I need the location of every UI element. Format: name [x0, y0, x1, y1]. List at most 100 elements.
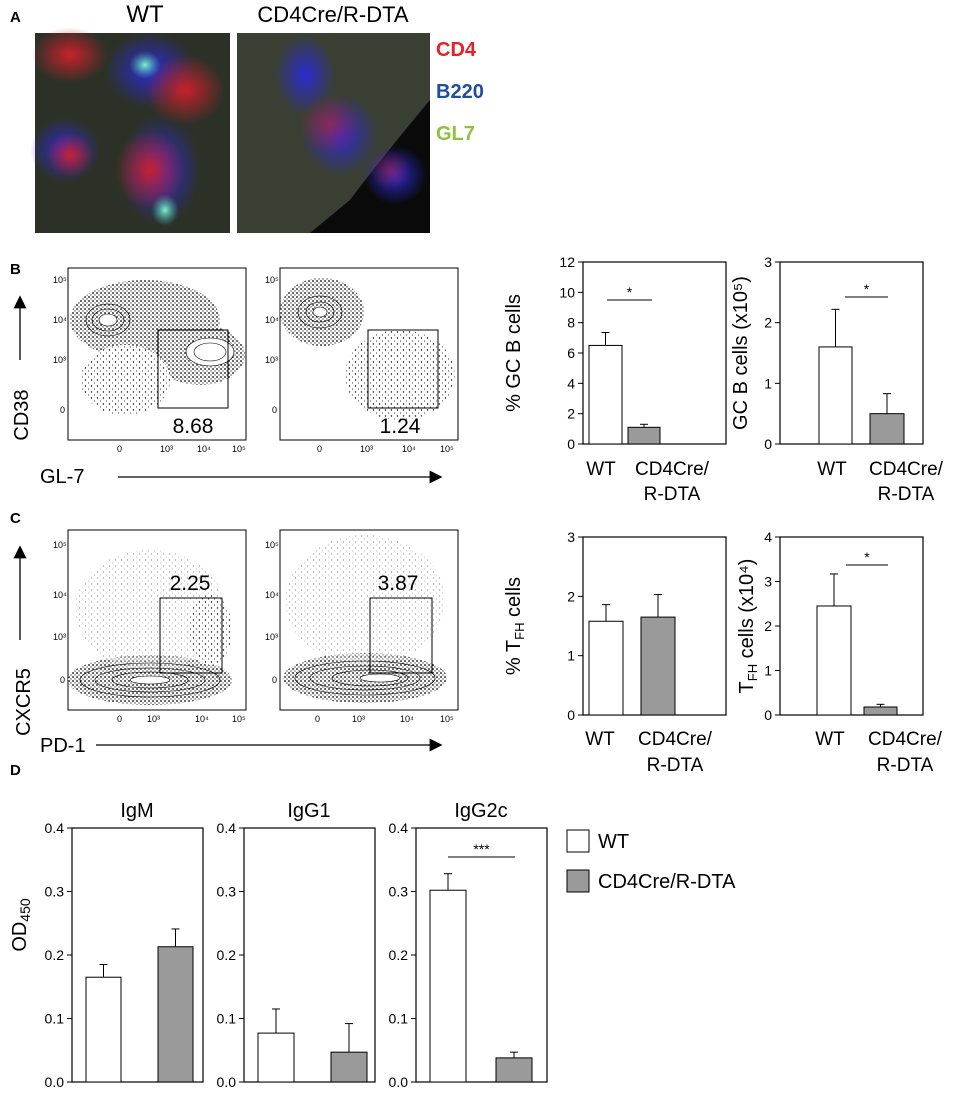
bar-wt: [588, 344, 623, 445]
y-tick-label: 1: [764, 375, 772, 391]
y-tick-label: 0.2: [217, 947, 237, 963]
category-label: WT: [817, 459, 847, 480]
bar-ko: [495, 1057, 533, 1083]
category-label: R-DTA: [877, 755, 934, 776]
micrograph-ko: [237, 33, 430, 233]
bar-wt: [85, 976, 122, 1083]
gate-b-wt: [157, 329, 229, 409]
y-tick-label: 6: [567, 345, 575, 361]
category-label: R-DTA: [644, 484, 701, 505]
gate-b-ko: [367, 329, 439, 409]
y-tick-label: 2: [567, 588, 575, 604]
y-tick-label: 0.4: [217, 820, 237, 836]
tick-c-y1: 10⁵: [53, 540, 67, 550]
tick-c-x4: 10⁵: [232, 714, 246, 724]
tick-c-y2: 10⁴: [53, 590, 67, 600]
tick-b-y4: 0: [60, 405, 65, 415]
bar-wt: [816, 605, 852, 716]
y-tick-label: 1: [764, 663, 772, 679]
y-tick-label: 0: [764, 707, 772, 723]
bar-ko: [330, 1051, 368, 1083]
y-tick-label: 0.1: [45, 1011, 65, 1027]
bar-ko: [157, 946, 194, 1083]
gate-c-ko: [369, 597, 433, 674]
legend-gl7: GL7: [436, 123, 475, 145]
legend-d: WT CD4Cre/R-DTA: [566, 829, 736, 893]
tick-b-ko-x4: 10⁵: [440, 444, 454, 454]
panel-label-d: D: [10, 762, 21, 779]
chart-title: IgM: [120, 800, 153, 822]
tick-b-y1: 10⁵: [53, 275, 67, 285]
y-tick-label: 8: [567, 315, 575, 331]
tick-b-x2: 10³: [160, 444, 173, 454]
category-label: WT: [585, 729, 615, 750]
significance-marker: *: [864, 281, 870, 297]
tick-c-x2: 10³: [147, 714, 160, 724]
chart-d2: 0.0 0.1 0.2 0.3 0.4 IgG1: [217, 800, 376, 1090]
tick-b-y2: 10⁴: [53, 315, 67, 325]
y-tick-label: 1: [567, 648, 575, 664]
y-tick-label: 0.0: [217, 1074, 237, 1090]
y-tick-label: 0.4: [45, 820, 65, 836]
y-tick-label: 0.0: [45, 1074, 65, 1090]
tick-b-ko-y1: 10⁵: [265, 275, 279, 285]
y-tick-label: 0: [567, 436, 575, 452]
y-tick-label: 0.3: [389, 884, 409, 900]
flow-b-y-label: CD38: [11, 389, 33, 440]
tick-c-ko-y1: 10⁵: [265, 540, 279, 550]
y-axis-label: GC B cells (x10⁵): [730, 276, 752, 430]
tick-c-y3: 10³: [53, 632, 66, 642]
y-axis-label: % GC B cells: [503, 294, 525, 412]
category-label: WT: [815, 729, 845, 750]
y-tick-label: 0.4: [389, 820, 409, 836]
bar-ko: [640, 616, 676, 716]
chart-b1: 0 2 4 6 8 10 12 WT CD4Cre/R-DTA * % GC B cells: [503, 254, 727, 505]
category-label: CD4Cre/: [868, 729, 943, 750]
significance-marker: *: [627, 284, 633, 300]
flow-b-ticks: 10⁵ 10⁴ 10³ 0 0 10³ 10⁴ 10⁵ 10⁵ 10⁴ 10³ …: [53, 275, 454, 454]
chart-title: IgG2c: [454, 800, 507, 822]
tick-b-ko-y4: 0: [272, 405, 277, 415]
gate-value-b-wt: 8.68: [173, 415, 214, 438]
bar-ko: [627, 426, 661, 445]
legend-b220: B220: [436, 81, 484, 103]
panel-label-c: C: [10, 510, 21, 527]
chart-b2: 0 1 2 3 WT CD4Cre/R-DTA * GC B cells (x10⁵): [730, 254, 944, 505]
chart-d3: 0.0 0.1 0.2 0.3 0.4 *** IgG2c: [389, 800, 548, 1090]
tick-c-ko-y4: 0: [272, 675, 277, 685]
panel-label-b: B: [10, 261, 21, 278]
category-label: R-DTA: [878, 484, 935, 505]
bar-wt: [588, 620, 624, 716]
legend-label-wt: WT: [598, 831, 629, 853]
flow-plot-c-ko: [279, 529, 459, 711]
gate-value-c-ko: 3.87: [378, 572, 419, 595]
y-tick-label: 10: [559, 284, 575, 300]
y-axis-label: TFH cells (x10⁴): [736, 559, 760, 694]
chart-d1: 0.0 0.1 0.2 0.3 0.4 IgM: [45, 800, 204, 1090]
y-tick-label: 0.3: [45, 884, 65, 900]
y-tick-label: 0.3: [217, 884, 237, 900]
y-tick-label: 2: [567, 406, 575, 422]
y-tick-label: 4: [764, 529, 772, 545]
category-label: CD4Cre/: [638, 729, 713, 750]
micrograph-wt: [30, 27, 230, 233]
y-tick-label: 2: [764, 315, 772, 331]
micrograph-legend: CD4 B220 GL7: [436, 39, 484, 145]
tick-c-y4: 0: [60, 675, 65, 685]
tick-b-x1: 0: [117, 444, 122, 454]
tick-c-ko-x3: 10⁴: [400, 714, 414, 724]
y-tick-label: 0.1: [389, 1011, 409, 1027]
flow-c-y-label: CXCR5: [13, 668, 35, 736]
flow-c-ticks: 10⁵ 10⁴ 10³ 0 0 10³ 10⁴ 10⁵ 10⁵ 10⁴ 10³ …: [53, 540, 454, 724]
y-tick-label: 4: [567, 375, 575, 391]
y-tick-label: 0: [764, 436, 772, 452]
chart-c2: 0 1 2 3 4 WT CD4Cre/R-DTA * TFH cells (x10⁴): [736, 529, 943, 776]
od-axis-label: OD450: [9, 898, 33, 952]
legend-cd4: CD4: [436, 39, 477, 61]
chart-c1: 0 1 2 3 WT CD4Cre/R-DTA % TFH cells: [503, 529, 727, 776]
tick-c-ko-x2: 10³: [352, 714, 365, 724]
tick-c-x1: 0: [117, 714, 122, 724]
flow-plot-b-wt: [67, 267, 247, 441]
y-axis-label: % TFH cells: [503, 577, 527, 675]
significance-marker: *: [864, 549, 870, 565]
